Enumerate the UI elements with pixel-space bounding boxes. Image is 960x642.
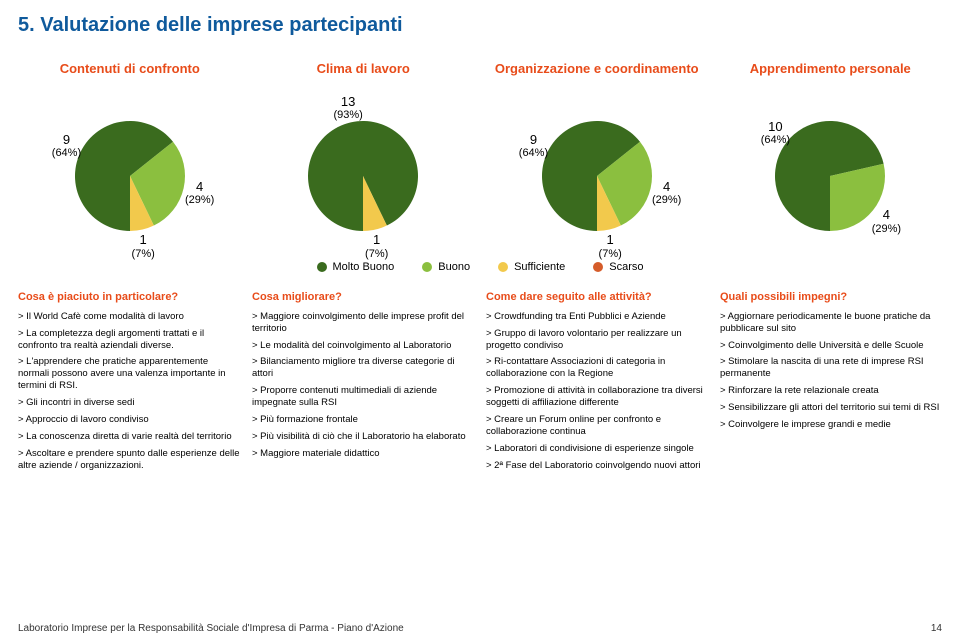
pie-chart: 9(64%)4(29%)1(7%) <box>522 101 672 251</box>
legend-swatch <box>498 262 508 272</box>
legend-item: Molto Buono <box>317 261 395 273</box>
column-item: > Gruppo di lavoro volontario per realiz… <box>486 328 708 352</box>
column-item: > Il World Cafè come modalità di lavoro <box>18 311 240 323</box>
chart-title: Contenuti di confronto <box>60 61 200 91</box>
column-item: > Crowdfunding tra Enti Pubblici e Azien… <box>486 311 708 323</box>
column-item: > Creare un Forum online per confronto e… <box>486 414 708 438</box>
column-item: > Coinvolgimento delle Università e dell… <box>720 340 942 352</box>
column-item: > Aggiornare periodicamente le buone pra… <box>720 311 942 335</box>
column-item: > Maggiore materiale didattico <box>252 448 474 460</box>
legend-item: Scarso <box>593 261 643 273</box>
column-item: > Gli incontri in diverse sedi <box>18 397 240 409</box>
legend: Molto Buono Buono Sufficiente Scarso <box>18 261 942 273</box>
pie-slice-label: 9(64%) <box>519 133 548 159</box>
chart-row: Contenuti di confronto 9(64%)4(29%)1(7%)… <box>18 61 942 251</box>
legend-item: Sufficiente <box>498 261 565 273</box>
column-item: > Bilanciamento migliore tra diverse cat… <box>252 356 474 380</box>
column-item: > Ascoltare e prendere spunto dalle espe… <box>18 448 240 472</box>
chart-clima: Clima di lavoro 13(93%)1(7%) <box>252 61 476 251</box>
pie-slice-label: 4(29%) <box>872 208 901 234</box>
column-item: > La completezza degli argomenti trattat… <box>18 328 240 352</box>
page-title: 5. Valutazione delle imprese partecipant… <box>18 14 942 37</box>
column-heading: Cosa migliorare? <box>252 291 474 305</box>
column-item: > Sensibilizzare gli attori del territor… <box>720 402 942 414</box>
column-item: > Laboratori di condivisione di esperien… <box>486 443 708 455</box>
text-column: Come dare seguito alle attività? > Crowdf… <box>486 291 708 476</box>
text-column: Quali possibili impegni? > Aggiornare per… <box>720 291 942 476</box>
column-item: > Ri-contattare Associazioni di categori… <box>486 356 708 380</box>
text-column: Cosa è piaciuto in particolare? > Il Worl… <box>18 291 240 476</box>
pie-slice-label: 1(7%) <box>599 233 622 259</box>
page-number: 14 <box>931 623 942 634</box>
chart-organizzazione: Organizzazione e coordinamento 9(64%)4(2… <box>485 61 709 251</box>
column-item: > L'apprendere che pratiche apparentemen… <box>18 356 240 392</box>
pie-slice-label: 13(93%) <box>333 95 362 121</box>
footer: Laboratorio Imprese per la Responsabilit… <box>18 623 942 634</box>
column-heading: Come dare seguito alle attività? <box>486 291 708 305</box>
pie-slice-label: 9(64%) <box>52 133 81 159</box>
pie-chart: 10(64%) 4(29%) <box>755 101 905 251</box>
chart-contenuti: Contenuti di confronto 9(64%)4(29%)1(7%) <box>18 61 242 251</box>
legend-label: Scarso <box>609 261 643 273</box>
pie-slice-label: 4(29%) <box>185 180 214 206</box>
column-item: > Coinvolgere le imprese grandi e medie <box>720 419 942 431</box>
chart-apprendimento: Apprendimento personale 10(64%) 4(29%) <box>719 61 943 251</box>
text-column: Cosa migliorare? > Maggiore coinvolgiment… <box>252 291 474 476</box>
column-item: > La conoscenza diretta di varie realtà … <box>18 431 240 443</box>
column-heading: Quali possibili impegni? <box>720 291 942 305</box>
legend-label: Molto Buono <box>333 261 395 273</box>
pie-slice-label: 1(7%) <box>132 233 155 259</box>
column-item: > Più formazione frontale <box>252 414 474 426</box>
pie-chart: 13(93%)1(7%) <box>288 101 438 251</box>
column-item: > Più visibilità di ciò che il Laborator… <box>252 431 474 443</box>
footer-text: Laboratorio Imprese per la Responsabilit… <box>18 623 404 634</box>
chart-title: Organizzazione e coordinamento <box>495 61 699 91</box>
column-item: > Stimolare la nascita di una rete di im… <box>720 356 942 380</box>
legend-swatch <box>317 262 327 272</box>
column-item: > Rinforzare la rete relazionale creata <box>720 385 942 397</box>
pie-slice-label: 4(29%) <box>652 180 681 206</box>
column-item: > Promozione di attività in collaborazio… <box>486 385 708 409</box>
pie-slice-label: 1(7%) <box>365 233 388 259</box>
legend-swatch <box>593 262 603 272</box>
column-heading: Cosa è piaciuto in particolare? <box>18 291 240 305</box>
column-item: > 2ª Fase del Laboratorio coinvolgendo n… <box>486 460 708 472</box>
text-columns: Cosa è piaciuto in particolare? > Il Worl… <box>18 291 942 476</box>
legend-label: Buono <box>438 261 470 273</box>
pie-slice-label: 10(64%) <box>761 120 790 146</box>
column-item: > Approccio di lavoro condiviso <box>18 414 240 426</box>
column-item: > Maggiore coinvolgimento delle imprese … <box>252 311 474 335</box>
pie-chart: 9(64%)4(29%)1(7%) <box>55 101 205 251</box>
chart-title: Clima di lavoro <box>317 61 410 91</box>
column-item: > Le modalità del coinvolgimento al Labo… <box>252 340 474 352</box>
legend-swatch <box>422 262 432 272</box>
legend-item: Buono <box>422 261 470 273</box>
legend-label: Sufficiente <box>514 261 565 273</box>
column-item: > Proporre contenuti multimediali di azi… <box>252 385 474 409</box>
chart-title: Apprendimento personale <box>750 61 911 91</box>
